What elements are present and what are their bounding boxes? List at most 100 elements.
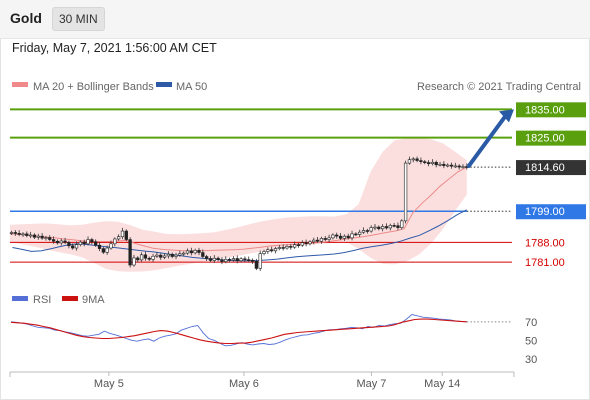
candle	[86, 236, 90, 246]
candle	[350, 230, 354, 241]
candle-bear	[136, 257, 140, 261]
candle-bear	[442, 163, 446, 166]
time-axis: May 5 May 6 May 7 May 14	[9, 371, 515, 390]
candle	[457, 164, 461, 170]
candle-bear	[289, 246, 293, 248]
candle	[426, 160, 431, 167]
candle-bull	[9, 232, 14, 234]
candle	[67, 240, 71, 249]
candle	[400, 219, 404, 230]
candle-bear	[32, 234, 37, 238]
candle	[143, 251, 148, 261]
candle	[266, 247, 270, 254]
candle-bear	[250, 259, 255, 262]
candle-bear	[270, 249, 274, 252]
candle	[407, 156, 412, 165]
candle-bull	[312, 239, 316, 243]
candle	[28, 231, 33, 239]
candle-bear	[457, 165, 461, 168]
attribution-text: Research © 2021 Trading Central	[417, 81, 581, 93]
candle	[358, 229, 362, 237]
level-tag-resistance-0	[516, 102, 586, 118]
candle	[151, 253, 155, 262]
candle-bear	[189, 250, 193, 254]
candle-bear	[304, 242, 308, 245]
candle-bull	[300, 242, 304, 246]
candle-bear	[159, 254, 163, 258]
candle	[323, 236, 327, 242]
candle-bear	[365, 230, 369, 232]
candle	[139, 252, 144, 262]
candle-bull	[78, 241, 83, 245]
candle	[438, 161, 442, 167]
candle	[411, 157, 415, 163]
candle-bull	[350, 233, 354, 239]
candle-bear	[419, 160, 423, 162]
candle	[281, 244, 285, 251]
current-price-tag	[516, 160, 586, 176]
candle	[239, 257, 243, 263]
candle	[312, 237, 316, 245]
candle	[369, 225, 373, 233]
candle-bear	[82, 241, 86, 245]
candle-bull	[178, 253, 182, 256]
candle-bull	[327, 237, 331, 240]
timeframe-badge[interactable]: 30 MIN	[52, 7, 105, 31]
candle-bull	[28, 234, 33, 237]
candle	[227, 257, 232, 263]
candle-bull	[453, 165, 457, 168]
candle	[231, 256, 236, 262]
candle-bear	[449, 164, 454, 167]
candle-bull	[185, 250, 190, 254]
candle	[55, 239, 60, 245]
candle-bear	[197, 249, 201, 253]
candle	[132, 254, 136, 267]
candle-bull	[293, 244, 297, 248]
candle	[51, 236, 56, 244]
candle	[13, 230, 17, 236]
candle	[446, 163, 450, 168]
candle	[74, 241, 79, 251]
candle-bull	[193, 249, 197, 254]
candle	[155, 251, 159, 258]
candle	[113, 237, 117, 247]
candle	[136, 256, 140, 263]
candle	[285, 244, 289, 250]
candle-bull	[139, 254, 144, 261]
candle-bull	[231, 258, 236, 261]
legend-ma20-label: MA 20 + Bollinger Bands	[33, 81, 154, 93]
candle-bull	[381, 226, 385, 230]
candle	[273, 246, 278, 254]
candle	[208, 256, 213, 263]
candle-bear	[48, 237, 52, 240]
candle	[442, 161, 446, 169]
candle-bull	[155, 254, 159, 257]
candle	[335, 232, 339, 239]
candle-bear	[426, 162, 431, 164]
candle-bull	[373, 226, 377, 229]
candle-bear	[415, 158, 419, 161]
candle	[170, 252, 174, 259]
candle-bull	[285, 246, 289, 249]
candle-bear	[94, 241, 98, 246]
candle	[381, 224, 385, 232]
legend-rsi-label: RSI	[33, 294, 51, 306]
current-price-label: 1814.60	[525, 162, 565, 174]
candle	[48, 235, 52, 242]
candle	[235, 255, 239, 264]
candle-bear	[97, 244, 102, 249]
candle-bear	[323, 238, 327, 240]
candle	[262, 249, 266, 256]
level-label-resistance-1: 1825.00	[525, 133, 565, 145]
candle-bear	[147, 257, 151, 260]
candle	[224, 256, 228, 264]
candle	[342, 234, 347, 241]
candle	[189, 247, 193, 256]
candle-bear	[143, 254, 148, 259]
candle	[396, 222, 400, 231]
candle	[185, 248, 190, 255]
candle	[82, 239, 86, 247]
candle	[453, 162, 457, 168]
candle-bull	[342, 235, 347, 239]
